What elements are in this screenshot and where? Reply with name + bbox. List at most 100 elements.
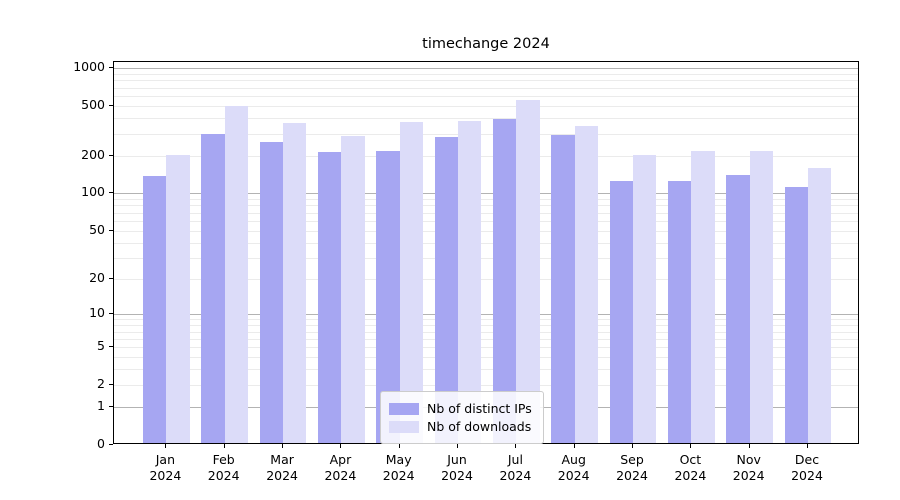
bar-distinct-ips-nov: [726, 175, 750, 443]
legend-box: Nb of distinct IPs Nb of downloads: [380, 391, 544, 444]
x-tick-label-line: 2024: [557, 468, 590, 483]
y-tick-mark: [109, 104, 113, 106]
x-tick-label-line: Sep: [620, 452, 644, 467]
gridline-minor: [114, 96, 858, 97]
gridline-minor: [114, 118, 858, 120]
gridline-minor: [114, 205, 858, 207]
x-tick-label-line: 2024: [616, 468, 648, 483]
bar-distinct-ips-mar: [259, 141, 284, 443]
bar-distinct-ips-aug: [551, 134, 575, 443]
y-tick-label: 1: [97, 398, 105, 414]
x-tick-label: May 2024: [369, 452, 429, 484]
bar-distinct-ips-oct: [668, 181, 692, 443]
y-tick-mark: [109, 444, 113, 445]
x-tick-label-line: 2024: [149, 468, 182, 483]
x-tick-label-line: Oct: [679, 452, 702, 467]
x-tick-label-line: 2024: [674, 468, 707, 483]
bar-downloads-oct: [691, 151, 715, 443]
y-tick-mark: [109, 384, 113, 386]
y-tick-label: 50: [89, 221, 105, 237]
x-tick-label-line: 2024: [207, 468, 240, 483]
bar-distinct-ips-apr: [318, 152, 342, 443]
x-tick-label: Jun 2024: [427, 452, 487, 484]
x-tick-mark: [573, 444, 575, 448]
gridline-minor: [114, 199, 858, 200]
x-tick-label: Sep 2024: [602, 452, 662, 484]
legend-label: Nb of downloads: [427, 419, 532, 434]
y-tick-mark: [109, 154, 113, 156]
bar-distinct-ips-may: [376, 150, 400, 443]
x-tick-label: Apr 2024: [310, 452, 370, 484]
x-tick-label-line: 2024: [266, 468, 298, 483]
gridline-minor: [114, 369, 858, 371]
y-tick-mark: [109, 313, 113, 315]
y-tick-mark: [109, 192, 113, 194]
y-tick-mark: [109, 346, 113, 348]
gridline-minor: [114, 242, 858, 244]
x-tick-label-line: Aug: [561, 452, 586, 467]
bar-downloads-aug: [574, 126, 598, 443]
bar-distinct-ips-dec: [784, 187, 808, 443]
gridline-major: [114, 314, 858, 316]
x-tick-label-line: Mar: [270, 452, 294, 467]
gridline-major: [114, 68, 858, 70]
x-tick-label-line: May: [385, 452, 412, 467]
x-tick-label-line: Jan: [155, 452, 176, 467]
y-tick-label: 500: [81, 96, 105, 112]
gridline-minor: [114, 220, 858, 222]
bar-distinct-ips-jun: [434, 137, 458, 443]
chart-title: timechange 2024: [422, 36, 550, 52]
x-tick-mark: [398, 444, 400, 448]
bar-downloads-feb: [224, 106, 248, 443]
y-tick-label: 5: [97, 338, 105, 354]
bar-downloads-sep: [633, 154, 657, 443]
x-tick-mark: [515, 444, 517, 448]
x-tick-mark: [690, 444, 692, 448]
bar-downloads-jun: [458, 120, 482, 443]
y-tick-mark: [109, 406, 113, 408]
bar-distinct-ips-feb: [201, 133, 225, 443]
x-tick-label-line: 2024: [382, 468, 415, 483]
bar-downloads-jan: [166, 155, 190, 443]
gridline-minor: [114, 80, 858, 82]
gridline-minor: [114, 325, 858, 327]
y-tick-label: 100: [81, 184, 105, 200]
bar-distinct-ips-jan: [143, 175, 167, 443]
gridline-minor: [114, 105, 858, 107]
legend-entry: Nb of distinct IPs: [389, 401, 535, 416]
x-tick-label-line: 2024: [441, 468, 473, 483]
y-tick-mark: [109, 67, 113, 69]
plot-area: [113, 61, 859, 444]
gridline-minor: [114, 338, 858, 340]
x-tick-label: Aug 2024: [544, 452, 604, 484]
x-tick-label-line: Jun: [447, 452, 467, 467]
bar-distinct-ips-jul: [493, 119, 517, 443]
x-tick-mark: [632, 444, 633, 448]
gridline-minor: [114, 278, 858, 280]
x-tick-label: Nov 2024: [719, 452, 779, 484]
bar-downloads-may: [399, 122, 423, 443]
x-tick-label-line: Dec: [794, 452, 820, 467]
y-tick-label: 200: [81, 146, 105, 162]
gridline-minor: [114, 319, 858, 321]
x-tick-label-line: 2024: [324, 468, 357, 483]
bar-downloads-jul: [516, 100, 540, 443]
x-tick-mark: [748, 444, 750, 448]
x-tick-label-line: 2024: [732, 468, 765, 483]
legend-entry: Nb of downloads: [389, 419, 535, 434]
x-tick-label-line: Jul: [507, 452, 523, 467]
bar-downloads-nov: [749, 150, 773, 443]
x-tick-label-line: 2024: [791, 468, 823, 483]
x-tick-label: Jul 2024: [485, 452, 545, 484]
bar-downloads-dec: [808, 167, 832, 443]
gridline-minor: [114, 73, 858, 75]
gridline-minor: [114, 87, 858, 89]
x-tick-mark: [223, 444, 225, 448]
y-tick-mark: [109, 229, 113, 231]
x-tick-label: Mar 2024: [252, 452, 312, 484]
x-tick-label-line: Apr: [329, 452, 352, 467]
bar-downloads-mar: [283, 122, 307, 443]
x-tick-mark: [165, 444, 167, 448]
legend-label: Nb of distinct IPs: [427, 401, 532, 416]
